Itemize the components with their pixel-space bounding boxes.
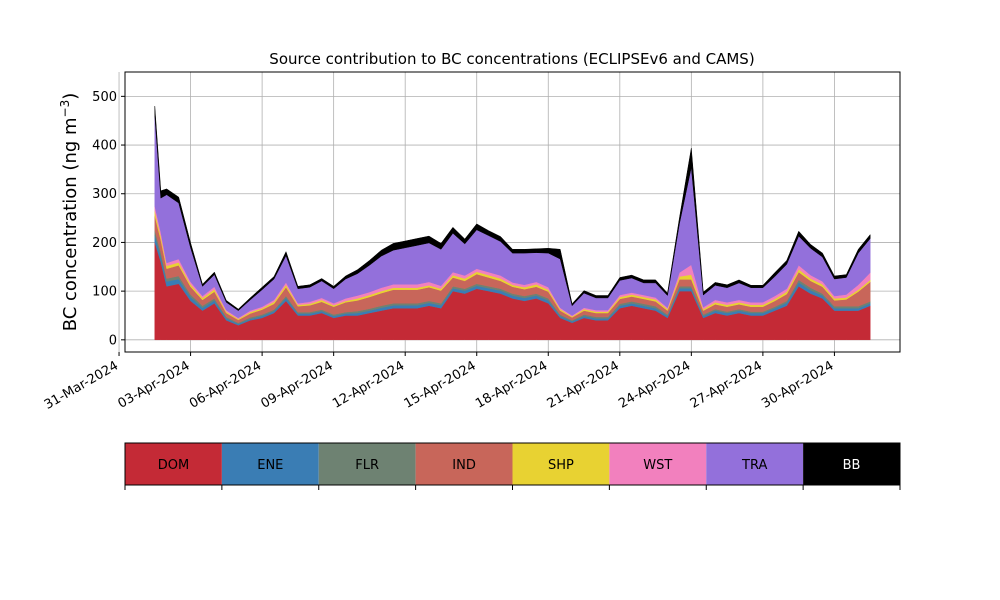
x-tick-label: 21-Apr-2024 [545,358,622,411]
legend-label: BB [843,458,861,473]
y-tick-label: 500 [92,90,117,105]
x-tick-label: 27-Apr-2024 [688,358,765,411]
legend-swatch-dom [125,443,222,485]
legend-label: SHP [548,458,574,473]
y-tick-label: 100 [92,285,117,300]
x-tick-label: 09-Apr-2024 [259,358,336,411]
legend-label: DOM [158,458,189,473]
x-tick-label: 15-Apr-2024 [402,358,479,411]
y-tick-label: 200 [92,236,117,251]
x-tick-label: 24-Apr-2024 [616,358,693,411]
stacked-area-series [154,105,871,341]
y-axis-label: BC concentration (ng m−3) [58,93,81,332]
legend-label: FLR [355,458,379,473]
legend-swatch-wst [609,443,707,485]
y-tick-label: 300 [92,187,117,202]
legend-label: ENE [257,458,283,473]
legend-label: WST [643,458,672,473]
x-tick-label: 12-Apr-2024 [330,358,407,411]
x-tick-label: 06-Apr-2024 [187,358,264,411]
x-tick-label: 30-Apr-2024 [759,358,836,411]
area-series-bb [154,105,871,311]
y-axis-label-superscript: −3 [58,100,72,118]
y-tick-label: 0 [109,333,117,348]
y-axis-label-close: ) [60,93,81,100]
legend-swatch-ind [415,443,513,485]
legend-swatch-bb [803,443,900,485]
chart-title: Source contribution to BC concentrations… [269,50,754,68]
y-tick-label: 400 [92,139,117,154]
legend-colorbar: DOM ENE FLR IND SHP WST TRA BB [124,442,901,490]
legend-swatch-tra [706,443,804,485]
legend-swatch-shp [512,443,610,485]
legend-swatch-flr [318,443,416,485]
legend-label: TRA [741,458,767,473]
x-tick-label: 03-Apr-2024 [115,358,192,411]
x-tick-label: 31-Mar-2024 [42,358,121,412]
legend-swatch-ene [221,443,319,485]
legend-label: IND [452,458,476,473]
y-axis-label-text: BC concentration (ng m [60,117,81,331]
x-tick-label: 18-Apr-2024 [473,358,550,411]
plot-frame [124,71,901,353]
